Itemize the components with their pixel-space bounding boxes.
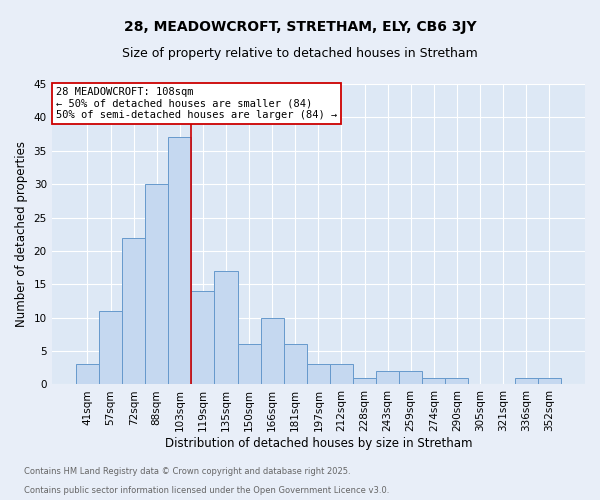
Bar [399, 371, 422, 384]
Text: 28 MEADOWCROFT: 108sqm
← 50% of detached houses are smaller (84)
50% of semi-det: 28 MEADOWCROFT: 108sqm ← 50% of detached… [56, 87, 337, 120]
Bar [284, 344, 307, 385]
Bar [445, 378, 469, 384]
Bar [260, 318, 284, 384]
Text: Size of property relative to detached houses in Stretham: Size of property relative to detached ho… [122, 48, 478, 60]
Bar [168, 138, 191, 384]
Bar [353, 378, 376, 384]
Bar [515, 378, 538, 384]
Bar [122, 238, 145, 384]
Text: Contains public sector information licensed under the Open Government Licence v3: Contains public sector information licen… [24, 486, 389, 495]
X-axis label: Distribution of detached houses by size in Stretham: Distribution of detached houses by size … [164, 437, 472, 450]
Bar [214, 271, 238, 384]
Bar [538, 378, 561, 384]
Bar [145, 184, 168, 384]
Text: 28, MEADOWCROFT, STRETHAM, ELY, CB6 3JY: 28, MEADOWCROFT, STRETHAM, ELY, CB6 3JY [124, 20, 476, 34]
Text: Contains HM Land Registry data © Crown copyright and database right 2025.: Contains HM Land Registry data © Crown c… [24, 467, 350, 476]
Bar [191, 291, 214, 384]
Bar [238, 344, 260, 385]
Bar [99, 311, 122, 384]
Bar [422, 378, 445, 384]
Bar [307, 364, 330, 384]
Bar [76, 364, 99, 384]
Bar [376, 371, 399, 384]
Bar [330, 364, 353, 384]
Y-axis label: Number of detached properties: Number of detached properties [15, 141, 28, 327]
